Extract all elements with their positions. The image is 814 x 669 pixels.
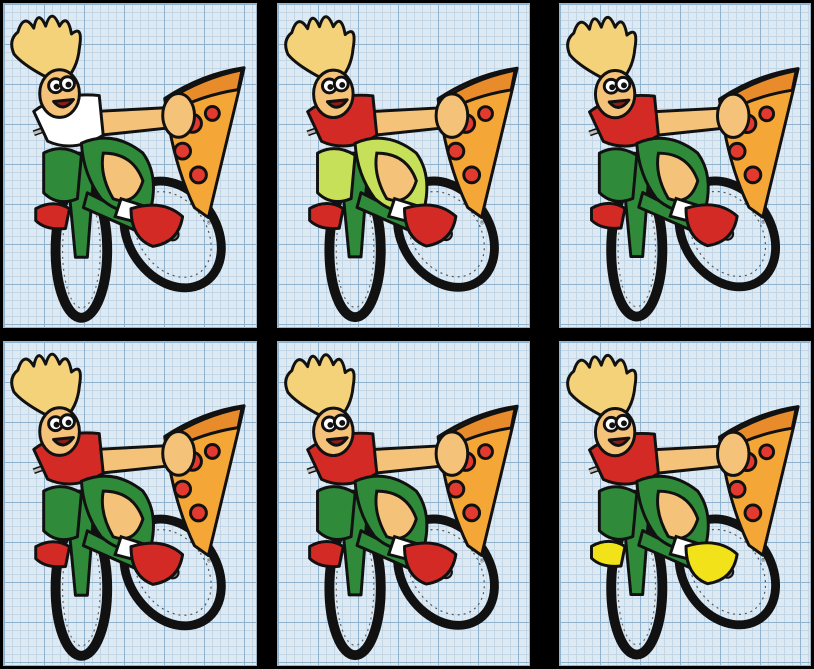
pizza-bike-mascot-illustration: ®: [566, 353, 800, 660]
variation-panel-4: ®: [3, 341, 257, 666]
registered-mark: ®: [206, 558, 211, 565]
pizza-bike-mascot-illustration: ®: [284, 353, 519, 661]
shoe: [590, 539, 739, 586]
pizza-slice: [163, 404, 246, 558]
arm: [93, 92, 196, 139]
registered-mark: ®: [480, 219, 485, 226]
head: [284, 353, 356, 458]
shoe: [308, 202, 458, 248]
shoe: [308, 540, 458, 586]
variation-panel-3: ®: [559, 3, 811, 328]
shoe: [590, 201, 739, 248]
head: [10, 352, 82, 457]
pizza-slice: [717, 67, 800, 219]
pizza-slice: [717, 405, 800, 557]
registered-mark: ®: [480, 557, 485, 564]
variation-panel-2: ®: [277, 3, 530, 328]
variation-panel-5: ®: [277, 341, 530, 666]
head: [566, 15, 638, 120]
registered-mark: ®: [761, 557, 766, 564]
arm: [367, 430, 470, 477]
head: [284, 15, 356, 120]
pizza-bike-mascot-illustration: ®: [10, 352, 246, 661]
variation-panel-1: ®: [3, 3, 257, 328]
arm: [649, 430, 751, 477]
head: [10, 14, 82, 119]
registered-mark: ®: [206, 220, 211, 227]
pizza-slice: [163, 66, 246, 220]
head: [566, 353, 638, 458]
shoe: [34, 202, 185, 248]
pizza-slice: [436, 66, 519, 219]
arm: [93, 430, 196, 477]
pizza-bike-mascot-illustration: ®: [284, 15, 519, 323]
pizza-slice: [436, 404, 519, 557]
registered-mark: ®: [761, 219, 766, 226]
pizza-bike-mascot-illustration: ®: [566, 15, 800, 322]
arm: [367, 92, 470, 139]
shoe: [34, 540, 185, 586]
pizza-bike-mascot-illustration: ®: [10, 14, 246, 323]
variation-panel-6: ®: [559, 341, 811, 666]
arm: [649, 92, 751, 139]
